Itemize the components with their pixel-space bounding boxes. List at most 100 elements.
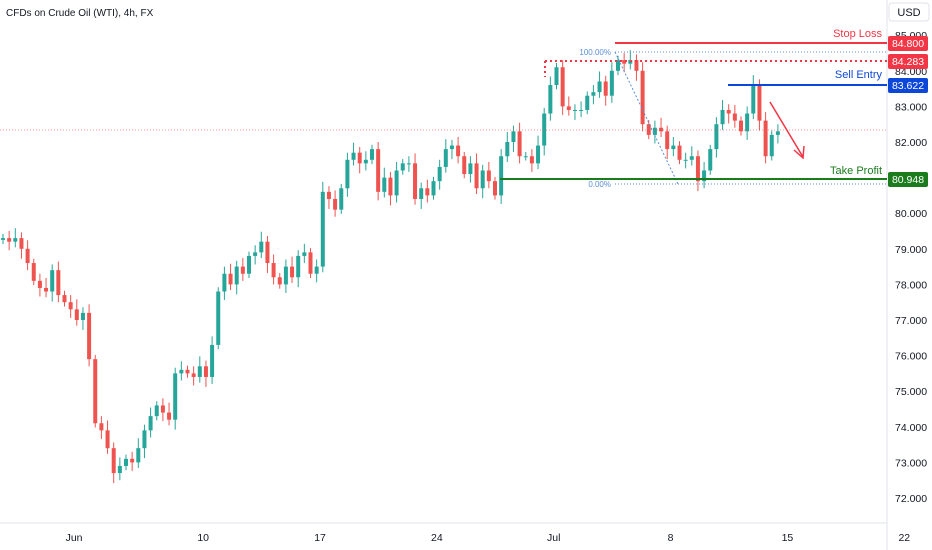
candle-body <box>677 145 682 160</box>
candle-body <box>154 405 159 417</box>
candle-body <box>486 170 491 182</box>
take-profit-text: Take Profit <box>830 165 882 177</box>
candle-body <box>68 302 73 310</box>
stop-price-tag: 84.800 <box>888 36 928 51</box>
candle-body <box>659 127 664 132</box>
candle-body <box>326 191 331 199</box>
currency-button[interactable]: USD <box>888 2 930 22</box>
fib-trend-line <box>614 51 679 185</box>
y-tick-label: 83.000 <box>895 101 927 113</box>
candle-body <box>634 60 639 71</box>
candle-body <box>265 241 270 264</box>
candle-body <box>203 366 208 377</box>
candle-body <box>13 238 18 242</box>
candle-body <box>745 113 750 132</box>
candle-body <box>499 156 504 196</box>
fib-retracement[interactable]: 100.00% 0.00% <box>579 48 887 189</box>
candle-body <box>529 156 534 164</box>
fib-0-label: 0.00% <box>588 180 611 189</box>
candle-body <box>640 70 645 125</box>
candle-body <box>351 152 356 160</box>
candle-body <box>179 369 184 374</box>
candle-body <box>579 109 584 111</box>
candle-body <box>671 145 676 150</box>
candle-body <box>413 163 418 199</box>
candle-body <box>376 149 381 192</box>
y-tick-label: 73.000 <box>895 457 927 469</box>
candle-body <box>406 163 411 165</box>
mid-price-tag: 84.283 <box>888 54 928 69</box>
candle-body <box>714 124 719 150</box>
x-tick-label: 17 <box>314 532 326 544</box>
candle-body <box>443 149 448 167</box>
x-tick-label: 8 <box>668 532 674 544</box>
candle-body <box>726 109 731 114</box>
candle-body <box>665 131 670 150</box>
candle-body <box>345 159 350 189</box>
x-tick-label: Jul <box>547 532 560 544</box>
candle-body <box>437 166 442 182</box>
mid-price-value: 84.283 <box>892 56 924 68</box>
candle-body <box>31 263 36 281</box>
candle-body <box>253 252 258 256</box>
candle-body <box>493 181 497 196</box>
candle-body <box>572 109 577 111</box>
candles-group <box>1 50 780 484</box>
y-tick-label: 72.000 <box>895 493 927 505</box>
candle-body <box>480 170 485 189</box>
candle-body <box>111 448 116 474</box>
candle-body <box>308 252 313 274</box>
candle-body <box>50 270 55 292</box>
candle-body <box>259 241 264 253</box>
candle-body <box>468 163 473 175</box>
candle-body <box>695 156 700 182</box>
candle-body <box>536 145 541 164</box>
currency-button-label: USD <box>897 7 920 19</box>
candle-body <box>517 131 522 157</box>
candle-body <box>689 156 694 160</box>
candle-body <box>37 280 42 288</box>
x-tick-label: 22 <box>898 532 910 544</box>
candle-body <box>382 177 387 192</box>
candle-body <box>363 159 368 164</box>
y-axis-ticks: 72.000 73.000 74.000 75.000 76.000 77.000 78.0… <box>895 30 927 505</box>
candle-body <box>523 156 528 158</box>
candle-body <box>394 170 399 196</box>
take-price-tag: 80.948 <box>888 172 928 187</box>
y-tick-label: 76.000 <box>895 351 927 363</box>
candle-body <box>769 134 774 157</box>
candle-body <box>333 198 338 210</box>
candle-body <box>283 266 288 285</box>
candle-body <box>136 448 141 463</box>
candle-body <box>462 156 467 175</box>
candle-body <box>124 458 128 466</box>
candle-body <box>228 273 233 285</box>
candle-body <box>320 191 325 267</box>
candle-body <box>585 95 590 110</box>
candle-body <box>25 248 30 264</box>
candle-body <box>7 238 12 242</box>
candle-body <box>622 60 627 64</box>
candle-body <box>548 85 553 114</box>
candle-body <box>511 131 516 142</box>
candle-body <box>603 81 608 96</box>
candle-body <box>763 120 768 157</box>
candle-body <box>357 152 362 164</box>
candle-body <box>609 70 614 96</box>
stop-price-value: 84.800 <box>892 38 924 50</box>
candle-body <box>234 266 239 285</box>
y-tick-label: 80.000 <box>895 208 927 220</box>
down-arrow-icon <box>769 101 805 160</box>
candle-body <box>732 113 737 121</box>
candle-body <box>240 266 245 274</box>
candle-body <box>560 67 565 107</box>
candle-body <box>296 255 301 278</box>
y-tick-label: 77.000 <box>895 315 927 327</box>
stop-loss-text: Stop Loss <box>833 28 882 40</box>
candle-body <box>449 145 454 150</box>
entry-price-tag: 83.622 <box>888 78 928 93</box>
candle-body <box>130 458 135 463</box>
sell-entry-text: Sell Entry <box>835 69 883 81</box>
